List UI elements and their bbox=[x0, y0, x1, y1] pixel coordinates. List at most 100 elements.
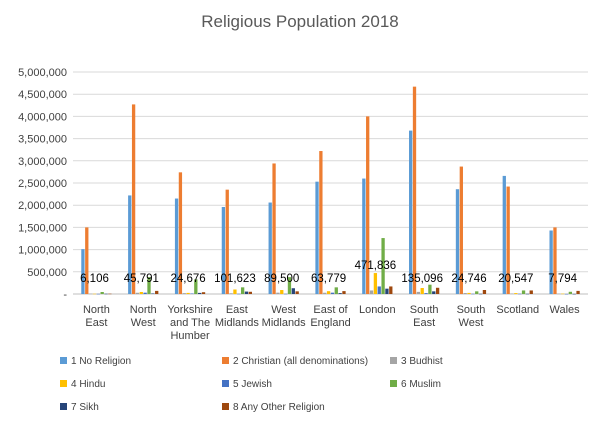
series-3 bbox=[88, 290, 561, 295]
bar bbox=[342, 291, 346, 294]
bar bbox=[389, 286, 393, 294]
bar bbox=[514, 293, 518, 294]
data-label: 63,779 bbox=[311, 273, 346, 285]
x-tick-label-line: Wales bbox=[550, 304, 581, 316]
legend-swatch bbox=[390, 357, 397, 364]
bar bbox=[459, 166, 463, 294]
bar bbox=[128, 195, 132, 294]
bar bbox=[248, 291, 252, 294]
bar bbox=[96, 293, 100, 295]
x-tick-label-line: East bbox=[413, 317, 435, 329]
bar bbox=[478, 293, 483, 295]
bar bbox=[525, 293, 530, 295]
bar bbox=[362, 178, 366, 294]
data-label: 471,836 bbox=[355, 260, 397, 272]
x-tick-label-line: East bbox=[85, 317, 107, 329]
bar bbox=[233, 289, 237, 294]
legend-label: 5 Jewish bbox=[233, 379, 272, 390]
bar bbox=[568, 291, 573, 294]
bar bbox=[280, 290, 284, 294]
bar bbox=[521, 290, 526, 294]
bar bbox=[455, 189, 460, 294]
x-tick-label-line: Scotland bbox=[496, 304, 539, 316]
bar bbox=[201, 292, 206, 294]
bar bbox=[108, 293, 112, 295]
legend-label: 7 Sikh bbox=[71, 402, 99, 413]
bar bbox=[143, 292, 147, 294]
x-tick-label-line: London bbox=[359, 304, 396, 316]
bar bbox=[334, 287, 338, 294]
bar bbox=[323, 292, 327, 294]
bar bbox=[330, 292, 335, 294]
x-tick-label-line: West bbox=[131, 317, 156, 329]
legend-swatch bbox=[390, 380, 397, 387]
bar bbox=[475, 291, 479, 294]
legend-swatch bbox=[60, 380, 67, 387]
series-7 bbox=[104, 288, 576, 295]
bar bbox=[287, 277, 292, 294]
bar bbox=[295, 291, 299, 294]
data-label: 101,623 bbox=[214, 273, 256, 285]
data-label: 20,547 bbox=[498, 273, 533, 285]
legend-swatch bbox=[60, 357, 67, 364]
bar bbox=[315, 181, 319, 294]
bar bbox=[81, 249, 85, 294]
bar bbox=[291, 288, 295, 294]
series-8 bbox=[108, 286, 580, 295]
x-tick-label-line: East bbox=[226, 304, 248, 316]
bar bbox=[283, 293, 288, 295]
legend-item: 4 Hindu bbox=[60, 379, 105, 390]
legend-swatch bbox=[60, 403, 67, 410]
bar bbox=[225, 189, 229, 294]
legend-label: 8 Any Other Religion bbox=[233, 402, 325, 413]
x-category-label: Wales bbox=[550, 304, 581, 316]
bar bbox=[104, 293, 108, 295]
bar bbox=[381, 238, 385, 294]
bar bbox=[174, 198, 179, 294]
data-label: 45,791 bbox=[124, 273, 159, 285]
legend-item: 2 Christian (all denominations) bbox=[222, 356, 368, 367]
bar bbox=[369, 290, 374, 294]
y-tick-label: 2,500,000 bbox=[18, 178, 67, 190]
bar bbox=[182, 293, 186, 294]
bar bbox=[244, 291, 249, 294]
x-tick-label-line: Midlands bbox=[215, 317, 260, 329]
bar bbox=[272, 163, 276, 294]
legend-swatch bbox=[222, 403, 229, 410]
bar bbox=[518, 293, 522, 295]
bar bbox=[131, 104, 136, 294]
legend-label: 3 Budhist bbox=[401, 356, 443, 367]
legend-swatch bbox=[222, 357, 229, 364]
data-label: 89,500 bbox=[264, 273, 299, 285]
bar bbox=[338, 293, 342, 294]
bar bbox=[561, 293, 565, 295]
bar bbox=[435, 287, 440, 294]
x-tick-label-line: West bbox=[271, 304, 296, 316]
y-tick-label: 4,500,000 bbox=[18, 89, 67, 101]
legend-swatch bbox=[222, 380, 229, 387]
series-4 bbox=[92, 273, 565, 295]
bar bbox=[366, 116, 370, 295]
bar bbox=[194, 279, 198, 294]
bar bbox=[564, 293, 569, 295]
x-tick-label-line: South bbox=[457, 304, 486, 316]
data-label: 24,746 bbox=[451, 273, 486, 285]
legend-item: 6 Muslim bbox=[390, 379, 441, 390]
x-tick-label-line: Midlands bbox=[262, 317, 307, 329]
y-axis: - 500,000 1,000,000 1,500,000 2,000,000 2,500… bbox=[18, 67, 67, 301]
bar bbox=[420, 288, 424, 294]
bar bbox=[221, 206, 226, 294]
bar bbox=[178, 172, 183, 294]
y-tick-label: 5,000,000 bbox=[18, 67, 67, 79]
bar bbox=[432, 291, 436, 294]
legend-label: 6 Muslim bbox=[401, 379, 441, 390]
y-tick-label: 500,000 bbox=[27, 267, 67, 279]
data-label: 24,676 bbox=[171, 273, 206, 285]
data-label: 135,096 bbox=[401, 273, 443, 285]
chart-title: Religious Population 2018 bbox=[201, 12, 399, 31]
